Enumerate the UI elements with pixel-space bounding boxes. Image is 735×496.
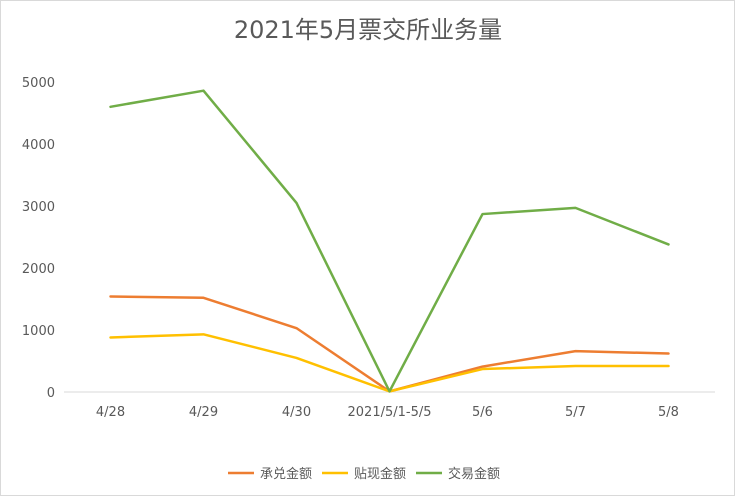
y-tick-label: 1000 [22,324,55,339]
y-tick-label: 3000 [22,200,55,215]
x-tick-label: 4/29 [189,405,218,420]
y-tick-label: 0 [47,386,55,401]
legend-label: 贴现金额 [354,466,406,482]
series-line-2 [109,333,670,393]
x-tick-label: 5/6 [472,405,493,420]
y-tick-label: 2000 [22,262,55,277]
legend-label: 承兑金额 [260,466,312,482]
legend: 承兑金额 贴现金额 交易金额 [228,466,500,482]
x-tick-label: 4/28 [96,405,125,420]
x-tick-label: 2021/5/1-5/5 [348,405,432,420]
x-tick-label: 5/7 [565,405,586,420]
series-line-3 [109,89,670,393]
y-tick-label: 4000 [22,138,55,153]
x-tick-label: 5/8 [658,405,679,420]
y-tick-label: 5000 [22,76,55,91]
series-line-1 [109,295,670,393]
legend-label: 交易金额 [448,466,500,482]
y-axis-ticks: 0 1000 2000 3000 4000 5000 [22,76,55,401]
x-axis-ticks: 4/28 4/29 4/30 2021/5/1-5/5 5/6 5/7 5/8 [96,405,679,420]
x-tick-label: 4/30 [282,405,311,420]
series-layer [109,89,670,393]
chart-title: 2021年5月票交所业务量 [234,16,502,44]
